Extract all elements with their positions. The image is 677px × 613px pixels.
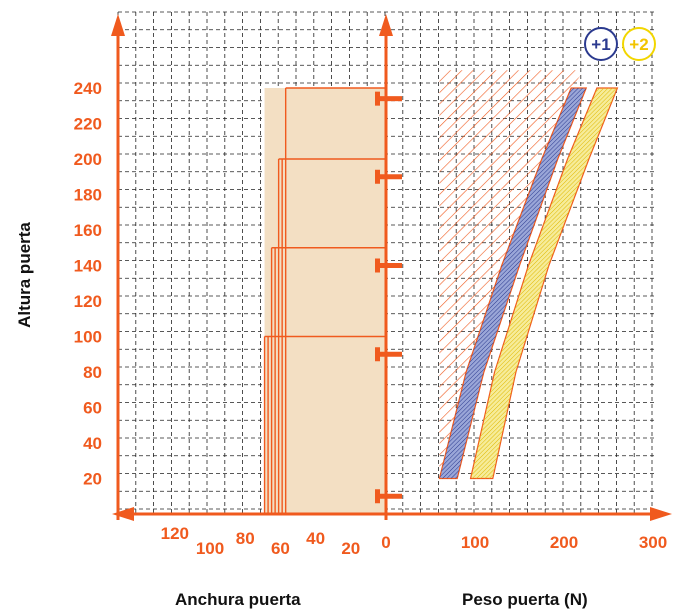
- door-marker-handle: [378, 351, 402, 357]
- door-marker-plate: [375, 258, 380, 273]
- y-tick-label: 180: [74, 186, 102, 205]
- y-tick-label: 220: [74, 115, 102, 134]
- band-plus1-label: +1: [591, 35, 610, 54]
- band-plus2-hatch: [470, 88, 618, 479]
- x-axis-title-width: Anchura puerta: [175, 590, 301, 609]
- y-tick-label: 100: [74, 328, 102, 347]
- x-tick-label-weight: 100: [461, 533, 489, 552]
- x-tick-label-weight: 200: [550, 533, 578, 552]
- y-tick-label: 20: [83, 470, 102, 489]
- x-axis-left-arrow: [112, 507, 134, 521]
- x-tick-label-width: 100: [196, 539, 224, 558]
- y-tick-label: 240: [74, 79, 102, 98]
- x-tick-label-width: 80: [236, 529, 255, 548]
- door-marker-handle: [378, 174, 402, 180]
- y-tick-labels: 20 40 60 80 100 120 140 160 180 200 220 240: [74, 79, 102, 489]
- door-marker-handle: [378, 263, 402, 268]
- x-tick-labels-weight: 100 200 300: [461, 533, 667, 552]
- door-weight-diagram: [438, 70, 619, 480]
- x-tick-label-width: 120: [161, 524, 189, 543]
- door-marker-plate: [375, 91, 380, 106]
- door-marker-handle: [378, 96, 402, 102]
- x-tick-label-weight: 300: [639, 533, 667, 552]
- y-tick-label: 80: [83, 363, 102, 382]
- x-axis-title-weight: Peso puerta (N): [462, 590, 588, 609]
- door-marker-plate: [375, 169, 380, 184]
- x-tick-label-width: 20: [341, 539, 360, 558]
- x-tick-label-width: 0: [381, 533, 390, 552]
- door-marker-plate: [375, 489, 380, 504]
- y-tick-label: 40: [83, 434, 102, 453]
- y-axis-title: Altura puerta: [15, 222, 34, 328]
- y-tick-label: 200: [74, 150, 102, 169]
- x-axis-right-arrow: [650, 507, 672, 521]
- band-plus1-badge: +1: [584, 27, 618, 61]
- axes: [111, 14, 672, 521]
- band-plus1-hatch: [439, 88, 587, 479]
- band-plus2-badge: +2: [622, 27, 656, 61]
- door-width-diagram: [263, 87, 402, 514]
- y-tick-label: 160: [74, 221, 102, 240]
- y-tick-label: 120: [74, 292, 102, 311]
- y-tick-label: 60: [83, 399, 102, 418]
- y-tick-label: 140: [74, 257, 102, 276]
- y-axis-left-arrow: [111, 14, 125, 36]
- band-plus2-label: +2: [629, 35, 648, 54]
- y-axis-center-arrow: [379, 14, 393, 36]
- x-tick-labels-width: 120 100 80 60 40 20 0: [161, 524, 391, 558]
- door-marker-plate: [375, 347, 380, 362]
- door-marker-handle: [378, 493, 402, 499]
- hatched-region: [439, 70, 585, 479]
- x-tick-label-width: 60: [271, 539, 290, 558]
- x-tick-label-width: 40: [306, 529, 325, 548]
